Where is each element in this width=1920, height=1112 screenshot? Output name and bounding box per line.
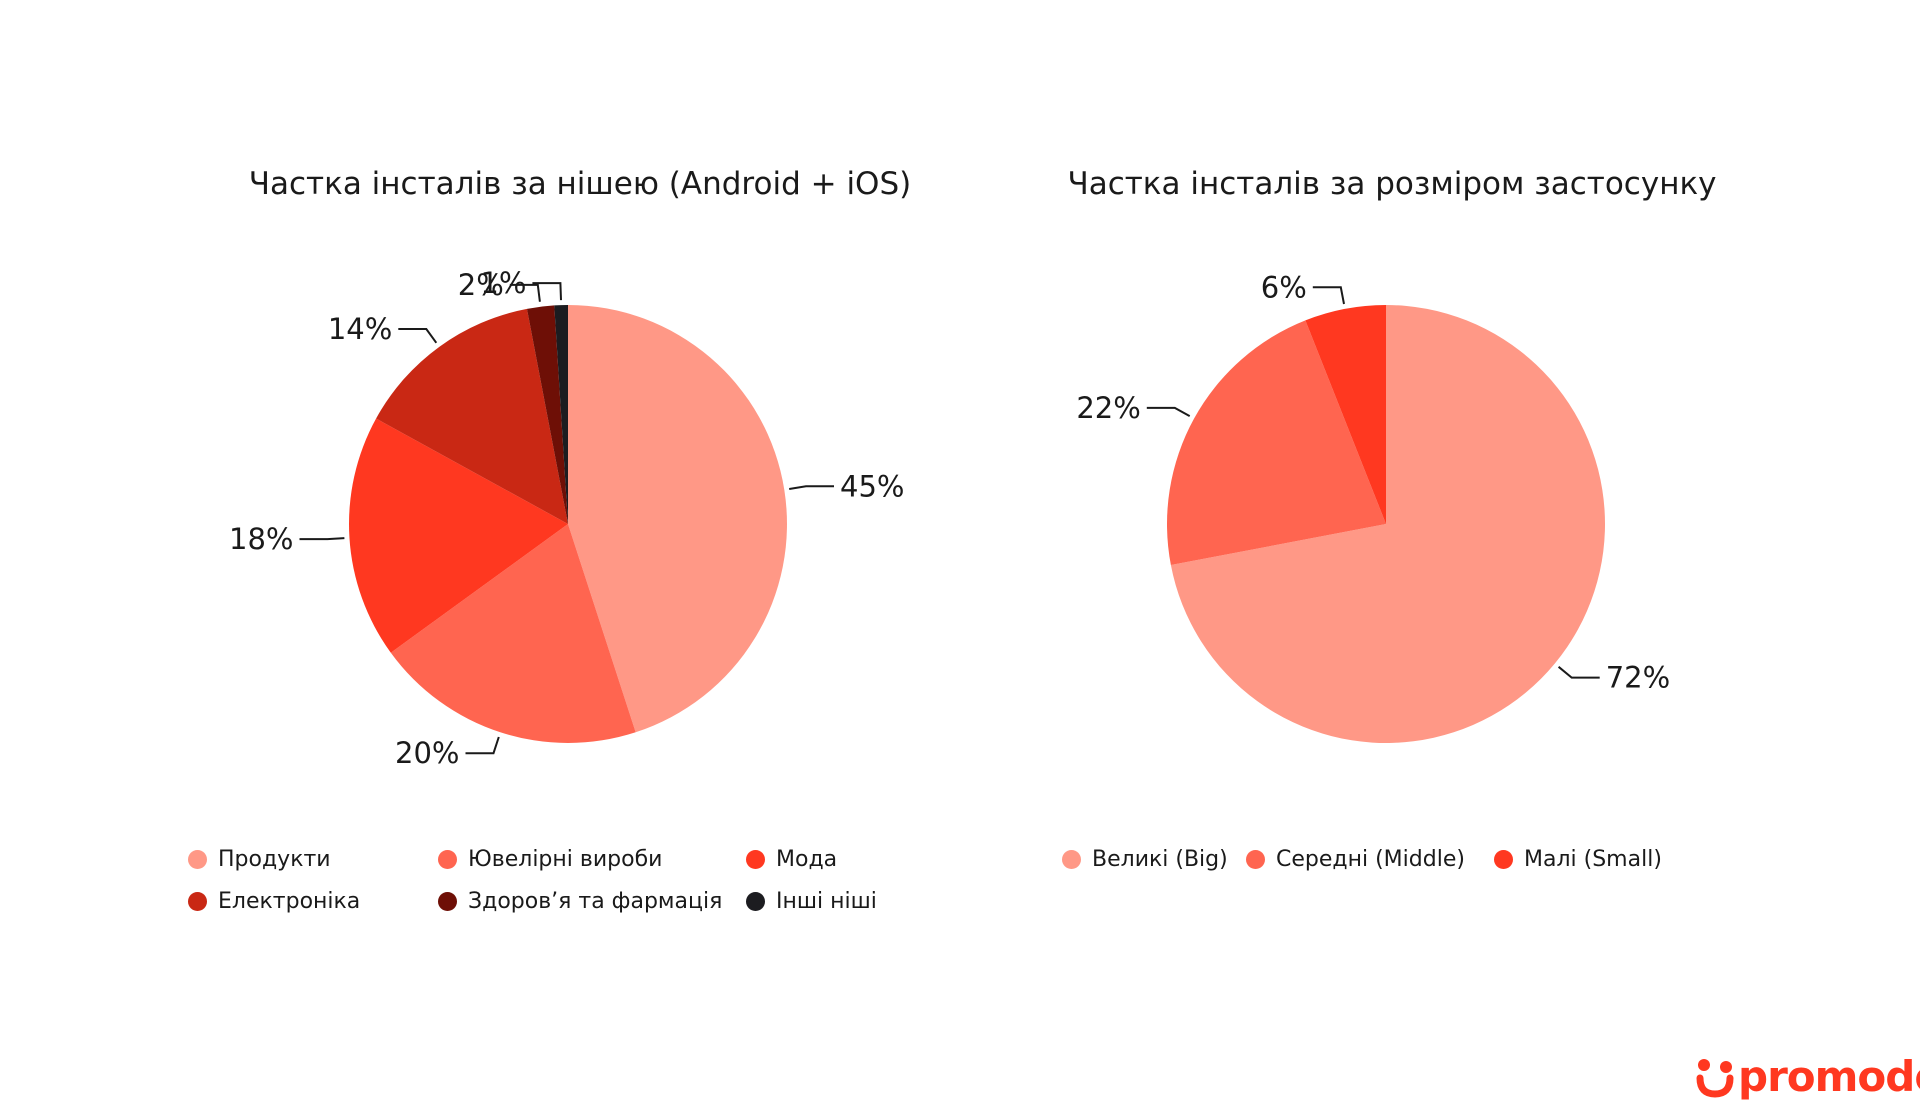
chart1-slice-2 [349,418,568,653]
chart1-leader-line-3 [398,328,438,344]
chart1-leader-line-5 [532,282,562,301]
chart2-data-label-0: 72% [1606,661,1670,695]
chart1-legend-label-3: Електроніка [218,889,361,914]
chart2-legend-swatch-1 [1246,850,1265,869]
chart1-legend-label-0: Продукти [218,847,331,872]
chart1-slice-1 [390,524,636,743]
chart1-leader-line-0 [789,485,834,490]
promodo-logo-icon [1696,1058,1734,1098]
chart1-data-label-2: 18% [229,522,293,556]
chart2-legend-swatch-2 [1494,850,1513,869]
chart2-leader-line-1 [1146,406,1191,417]
brand-logo: promodo [1692,1052,1920,1101]
chart1-data-label-1: 20% [395,736,459,770]
chart2-pie: 72% 22% 6% [1076,270,1670,743]
chart1-legend-label-5: Інші ніші [776,889,877,914]
chart2-legend-swatch-0 [1062,850,1081,869]
chart2-slice-0 [1170,305,1606,743]
chart1-title: Частка інсталів за нішею (Android + iOS) [249,166,911,202]
chart1-legend-swatch-4 [438,892,457,911]
chart2-legend-item-0: Великі (Big) [1062,847,1228,872]
chart1-legend-label-1: Ювелірні вироби [468,847,663,872]
chart1-data-label-0: 45% [840,469,904,503]
chart1-legend-swatch-5 [746,892,765,911]
chart2-slice-1 [1167,320,1386,566]
chart2-title: Частка інсталів за розміром застосунку [1067,166,1716,202]
chart2-slice-2 [1305,305,1386,524]
chart1-slice-4 [526,305,568,524]
chart1-leader-line-4 [509,283,541,302]
chart1-leader-line-1 [465,736,500,755]
chart1-leader-line-2 [299,537,345,541]
chart2-data-label-1: 22% [1076,391,1140,425]
chart1-legend-label-4: Здоров’я та фармація [468,889,723,914]
chart2-legend-item-2: Малі (Small) [1494,847,1662,872]
chart1-legend-item-4: Здоров’я та фармація [438,889,722,914]
chart1-legend-swatch-2 [746,850,765,869]
chart1-pie: 45% 20% 18% 14% 2%1% [229,266,904,770]
chart1-slice-0 [568,305,787,733]
brand-name: promodo [1738,1052,1920,1101]
chart1-legend-item-1: Ювелірні вироби [438,847,662,872]
chart1-legend-swatch-3 [188,892,207,911]
chart1-legend-item-5: Інші ніші [746,889,877,914]
chart2-leader-line-2 [1312,286,1345,305]
chart1-legend-swatch-0 [188,850,207,869]
chart2-leader-line-0 [1557,666,1600,679]
chart1-data-label-5: 1% [480,266,526,300]
chart1-legend-swatch-1 [438,850,457,869]
chart1-legend-label-2: Мода [776,847,838,872]
chart1-slice-3 [376,308,568,524]
chart2-data-label-2: 6% [1261,270,1307,304]
chart1-slice-5 [554,305,568,524]
chart2-legend-label-2: Малі (Small) [1524,847,1662,872]
chart1-legend-item-0: Продукти [188,847,331,872]
chart2-legend-label-0: Великі (Big) [1092,847,1228,872]
chart1-legend-item-2: Мода [746,847,837,872]
chart1-data-label-3: 14% [328,312,392,346]
chart1-data-label-4: 2% [458,268,504,302]
chart2-legend-label-1: Середні (Middle) [1276,847,1465,872]
chart1-legend-item-3: Електроніка [188,889,360,914]
chart2-legend-item-1: Середні (Middle) [1246,847,1465,872]
